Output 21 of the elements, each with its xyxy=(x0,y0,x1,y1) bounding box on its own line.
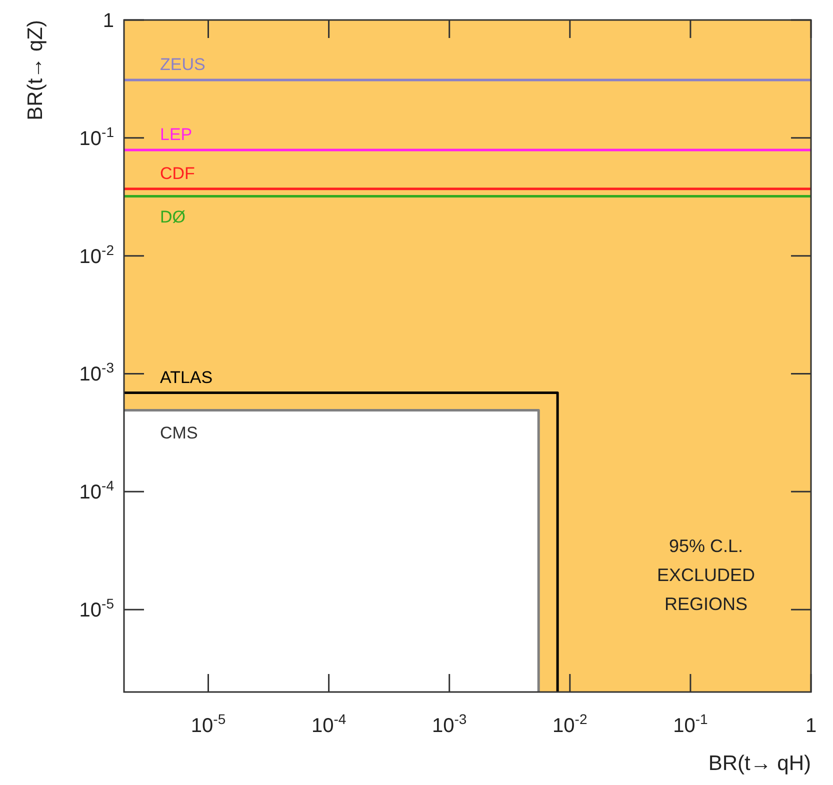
ref-line-label: DØ xyxy=(160,207,186,226)
y-tick-label: 10$^{-3}$ xyxy=(79,360,114,386)
y-tick-label: 10$^{-5}$ xyxy=(79,596,114,622)
x-tick-label: 10$^{-4}$ xyxy=(311,711,346,737)
y-tick-label: 10$^{-2}$ xyxy=(79,242,114,268)
x-tick-label: 10$^{-2}$ xyxy=(552,711,588,737)
ref-line-label: ZEUS xyxy=(160,54,206,74)
y-tick-label: 1 xyxy=(102,10,114,32)
y-tick-label: 10$^{-4}$ xyxy=(79,478,114,504)
series-label: ATLAS xyxy=(160,368,213,387)
x-tick-label: 10$^{-3}$ xyxy=(432,711,467,737)
x-tick-label: 10$^{-1}$ xyxy=(673,711,708,737)
y-axis-title: BR(t→ qZ) xyxy=(24,20,47,120)
y-tick-label: 10$^{-1}$ xyxy=(79,124,114,150)
ref-line-label: CDF xyxy=(160,164,195,183)
x-tick-label: 1 xyxy=(805,715,817,737)
x-tick-label: 10$^{-5}$ xyxy=(190,711,226,737)
x-axis-title: BR(t→ qH) xyxy=(708,752,811,775)
ref-line-label: LEP xyxy=(160,124,192,144)
series-label: CMS xyxy=(160,423,198,442)
annotation: 95% C.L. EXCLUDED REGIONS xyxy=(656,536,756,614)
